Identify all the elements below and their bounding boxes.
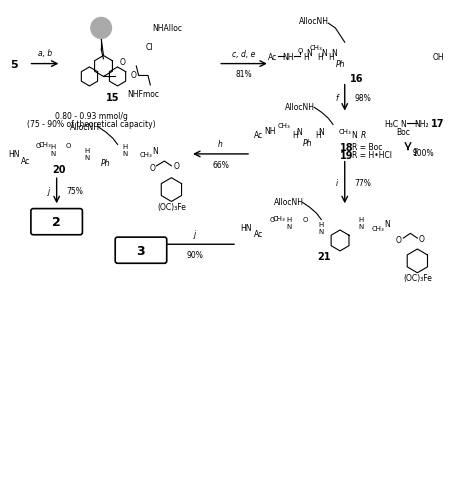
Text: 0.80 - 0.93 mmol/g: 0.80 - 0.93 mmol/g — [55, 112, 128, 121]
Text: OH: OH — [433, 53, 444, 62]
Text: f: f — [335, 94, 337, 103]
Text: Cl: Cl — [146, 43, 153, 52]
Text: h: h — [218, 140, 223, 148]
FancyBboxPatch shape — [115, 238, 167, 264]
Text: AllocNH: AllocNH — [273, 198, 303, 206]
Text: H: H — [303, 53, 309, 62]
Text: 77%: 77% — [354, 179, 371, 188]
Text: Boc: Boc — [396, 127, 410, 136]
Text: CH₃: CH₃ — [38, 142, 51, 148]
Text: O: O — [150, 163, 155, 172]
Text: O: O — [131, 71, 137, 79]
Text: 2: 2 — [52, 216, 61, 229]
Text: O: O — [396, 236, 401, 244]
Text: NHAlloc: NHAlloc — [153, 24, 182, 33]
Text: N: N — [296, 127, 302, 136]
Text: H: H — [318, 53, 323, 62]
Text: R = H•HCl: R = H•HCl — [352, 151, 392, 160]
Text: H
N: H N — [51, 144, 56, 156]
Text: CH₃: CH₃ — [273, 216, 285, 222]
Text: NH: NH — [264, 126, 275, 135]
Text: a, b: a, b — [38, 49, 52, 58]
Text: 19: 19 — [340, 151, 354, 160]
Text: 17: 17 — [431, 119, 445, 129]
Text: R: R — [361, 131, 366, 140]
Text: H
N: H N — [319, 222, 324, 235]
Text: Ac: Ac — [254, 230, 263, 239]
Text: CH₃: CH₃ — [139, 152, 152, 157]
Text: H: H — [328, 53, 334, 62]
Text: Ph: Ph — [335, 60, 345, 69]
Text: O: O — [269, 216, 275, 223]
Text: N: N — [401, 119, 406, 128]
Text: AllocNH: AllocNH — [70, 122, 100, 132]
Text: Ac: Ac — [254, 131, 263, 140]
Text: Ph: Ph — [101, 159, 110, 168]
Text: NH₂: NH₂ — [415, 119, 429, 128]
Text: (75 - 90% of theoretical capacity): (75 - 90% of theoretical capacity) — [27, 119, 156, 128]
Text: O: O — [119, 58, 125, 67]
Text: 81%: 81% — [236, 70, 252, 79]
Text: O: O — [66, 143, 71, 149]
Text: (OC)₃Fe: (OC)₃Fe — [157, 202, 186, 211]
Text: Ph: Ph — [302, 138, 312, 147]
Text: CH₃: CH₃ — [310, 45, 322, 51]
Text: 5: 5 — [11, 60, 18, 70]
Text: 16: 16 — [350, 74, 363, 84]
Text: g: g — [413, 146, 418, 155]
Text: CH₃: CH₃ — [277, 123, 290, 129]
Text: 21: 21 — [317, 252, 330, 262]
Text: HN: HN — [241, 224, 252, 233]
Text: N: N — [307, 49, 312, 58]
Text: (OC)₃Fe: (OC)₃Fe — [403, 274, 432, 282]
Text: NHFmoc: NHFmoc — [128, 89, 159, 98]
Text: 66%: 66% — [212, 161, 229, 170]
Text: c, d, e: c, d, e — [232, 50, 255, 59]
Text: O: O — [35, 143, 41, 149]
Text: H: H — [292, 131, 299, 140]
Text: N: N — [152, 146, 158, 156]
Text: H
N: H N — [84, 148, 90, 161]
Text: 98%: 98% — [354, 94, 371, 103]
Text: 75%: 75% — [66, 187, 83, 196]
Text: H₃C: H₃C — [384, 119, 399, 128]
Text: O: O — [173, 162, 179, 171]
FancyBboxPatch shape — [31, 209, 82, 235]
Circle shape — [91, 18, 111, 39]
Text: N: N — [351, 131, 357, 140]
Text: CH₃: CH₃ — [338, 129, 351, 135]
Text: N: N — [331, 49, 337, 58]
Text: N: N — [319, 127, 324, 136]
Text: O: O — [298, 48, 303, 54]
Text: 18: 18 — [340, 143, 354, 153]
Text: j: j — [194, 229, 196, 239]
Text: 20: 20 — [52, 165, 66, 175]
Text: 90%: 90% — [186, 251, 203, 260]
Text: CH₃: CH₃ — [371, 225, 384, 231]
Text: H
N: H N — [358, 217, 364, 230]
Text: Ac: Ac — [21, 156, 30, 165]
Text: AllocNH: AllocNH — [299, 17, 329, 26]
Text: i: i — [336, 179, 337, 188]
Text: 100%: 100% — [413, 149, 434, 158]
Text: H: H — [315, 131, 321, 140]
Text: O: O — [419, 234, 425, 243]
Text: NH: NH — [282, 53, 293, 62]
Text: N: N — [384, 220, 390, 229]
Text: H
N: H N — [286, 217, 291, 230]
Text: R = Boc: R = Boc — [352, 143, 382, 152]
Text: AllocNH: AllocNH — [285, 103, 315, 112]
Text: O: O — [302, 216, 308, 223]
Text: Ac: Ac — [267, 53, 277, 62]
Text: 15: 15 — [106, 93, 119, 103]
Text: N: N — [321, 49, 327, 58]
Text: 3: 3 — [137, 244, 146, 257]
Text: HN: HN — [9, 150, 20, 159]
Text: H
N: H N — [122, 144, 127, 156]
Text: j: j — [47, 187, 50, 196]
